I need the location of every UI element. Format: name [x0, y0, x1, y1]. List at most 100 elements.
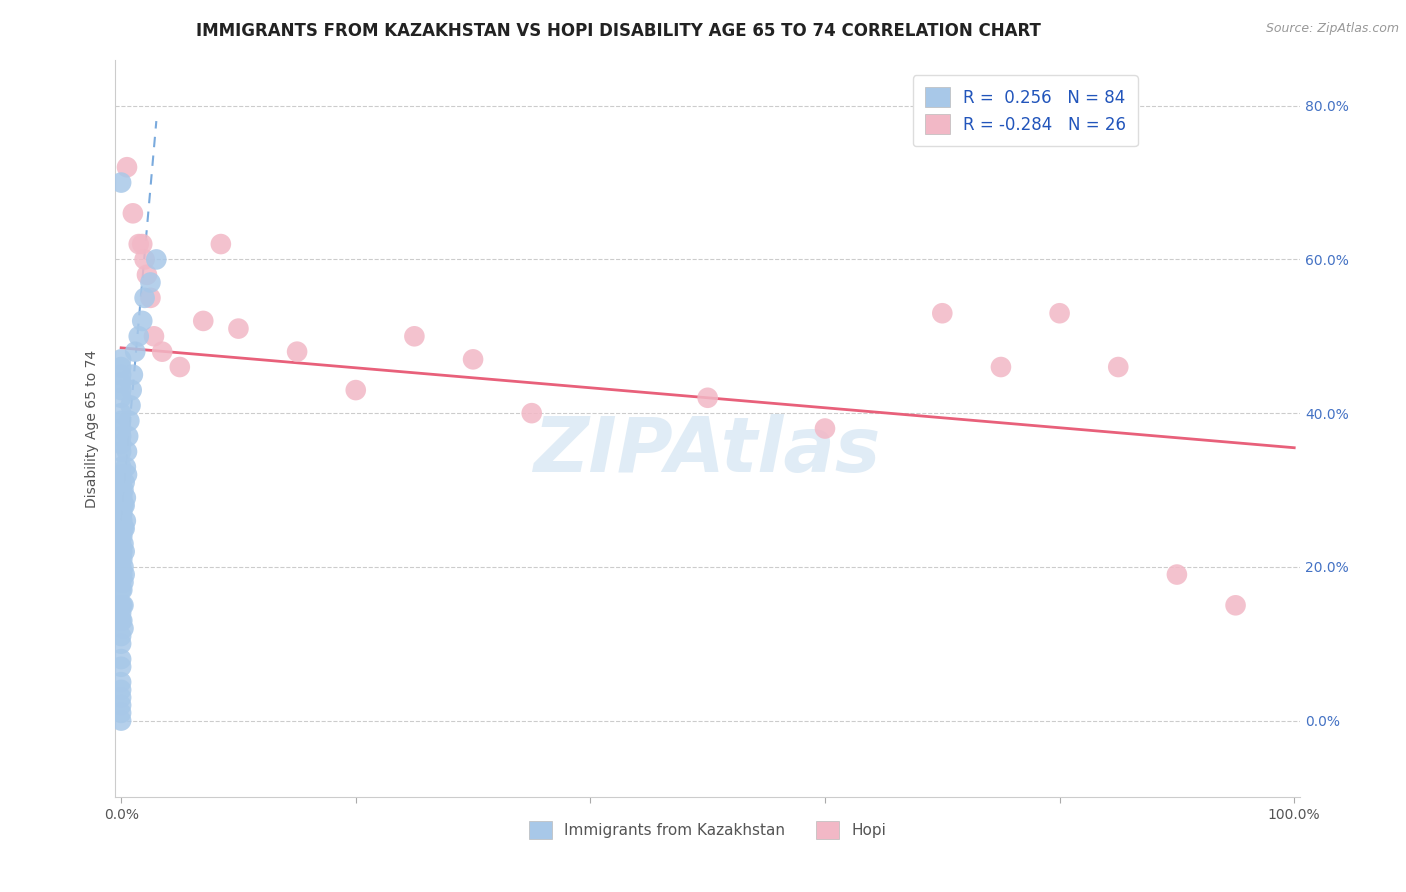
- Point: [110, 521, 132, 535]
- Point: [136, 268, 159, 282]
- Point: [1225, 599, 1247, 613]
- Point: [193, 314, 215, 328]
- Point: [461, 352, 484, 367]
- Point: [110, 529, 132, 543]
- Point: [110, 429, 132, 443]
- Point: [111, 544, 134, 558]
- Point: [110, 629, 132, 643]
- Point: [110, 406, 132, 420]
- Point: [110, 606, 132, 620]
- Point: [114, 567, 136, 582]
- Point: [131, 237, 153, 252]
- Point: [128, 237, 150, 252]
- Point: [121, 383, 143, 397]
- Point: [112, 499, 135, 513]
- Point: [112, 560, 135, 574]
- Point: [110, 459, 132, 474]
- Point: [110, 690, 132, 705]
- Point: [114, 499, 136, 513]
- Point: [143, 329, 166, 343]
- Point: [110, 560, 132, 574]
- Point: [114, 491, 136, 505]
- Point: [112, 599, 135, 613]
- Point: [110, 499, 132, 513]
- Point: [115, 467, 138, 482]
- Point: [114, 514, 136, 528]
- Y-axis label: Disability Age 65 to 74: Disability Age 65 to 74: [86, 350, 100, 508]
- Point: [1049, 306, 1071, 320]
- Point: [110, 706, 132, 720]
- Point: [131, 314, 153, 328]
- Point: [110, 575, 132, 590]
- Point: [110, 352, 132, 367]
- Point: [110, 437, 132, 451]
- Point: [110, 582, 132, 597]
- Point: [404, 329, 426, 343]
- Point: [931, 306, 953, 320]
- Point: [112, 575, 135, 590]
- Point: [112, 483, 135, 497]
- Point: [814, 421, 837, 435]
- Point: [228, 321, 250, 335]
- Point: [110, 483, 132, 497]
- Point: [134, 252, 156, 267]
- Point: [139, 276, 162, 290]
- Point: [520, 406, 543, 420]
- Point: [139, 291, 162, 305]
- Point: [112, 621, 135, 635]
- Point: [145, 252, 167, 267]
- Point: [344, 383, 367, 397]
- Point: [111, 491, 134, 505]
- Point: [110, 698, 132, 713]
- Point: [110, 368, 132, 382]
- Point: [110, 637, 132, 651]
- Point: [110, 544, 132, 558]
- Point: [110, 414, 132, 428]
- Point: [114, 521, 136, 535]
- Point: [110, 660, 132, 674]
- Point: [1107, 359, 1129, 374]
- Point: [111, 506, 134, 520]
- Point: [110, 514, 132, 528]
- Point: [110, 176, 132, 190]
- Point: [120, 399, 142, 413]
- Point: [169, 359, 191, 374]
- Point: [111, 599, 134, 613]
- Point: [118, 414, 141, 428]
- Point: [112, 521, 135, 535]
- Point: [110, 506, 132, 520]
- Point: [122, 368, 145, 382]
- Point: [124, 344, 146, 359]
- Point: [111, 529, 134, 543]
- Point: [114, 475, 136, 490]
- Point: [134, 291, 156, 305]
- Point: [128, 329, 150, 343]
- Legend: Immigrants from Kazakhstan, Hopi: Immigrants from Kazakhstan, Hopi: [523, 815, 893, 845]
- Point: [110, 599, 132, 613]
- Point: [285, 344, 308, 359]
- Point: [110, 537, 132, 551]
- Point: [110, 675, 132, 690]
- Point: [122, 206, 145, 220]
- Point: [110, 376, 132, 390]
- Point: [110, 421, 132, 435]
- Point: [111, 567, 134, 582]
- Point: [115, 160, 138, 174]
- Point: [110, 714, 132, 728]
- Point: [114, 544, 136, 558]
- Point: [110, 614, 132, 628]
- Point: [110, 391, 132, 405]
- Point: [112, 537, 135, 551]
- Point: [111, 514, 134, 528]
- Point: [990, 359, 1012, 374]
- Point: [110, 475, 132, 490]
- Point: [111, 614, 134, 628]
- Point: [1166, 567, 1188, 582]
- Text: ZIPAtlas: ZIPAtlas: [534, 414, 882, 488]
- Point: [209, 237, 232, 252]
- Point: [110, 467, 132, 482]
- Point: [110, 682, 132, 697]
- Point: [110, 383, 132, 397]
- Point: [110, 652, 132, 666]
- Point: [111, 552, 134, 566]
